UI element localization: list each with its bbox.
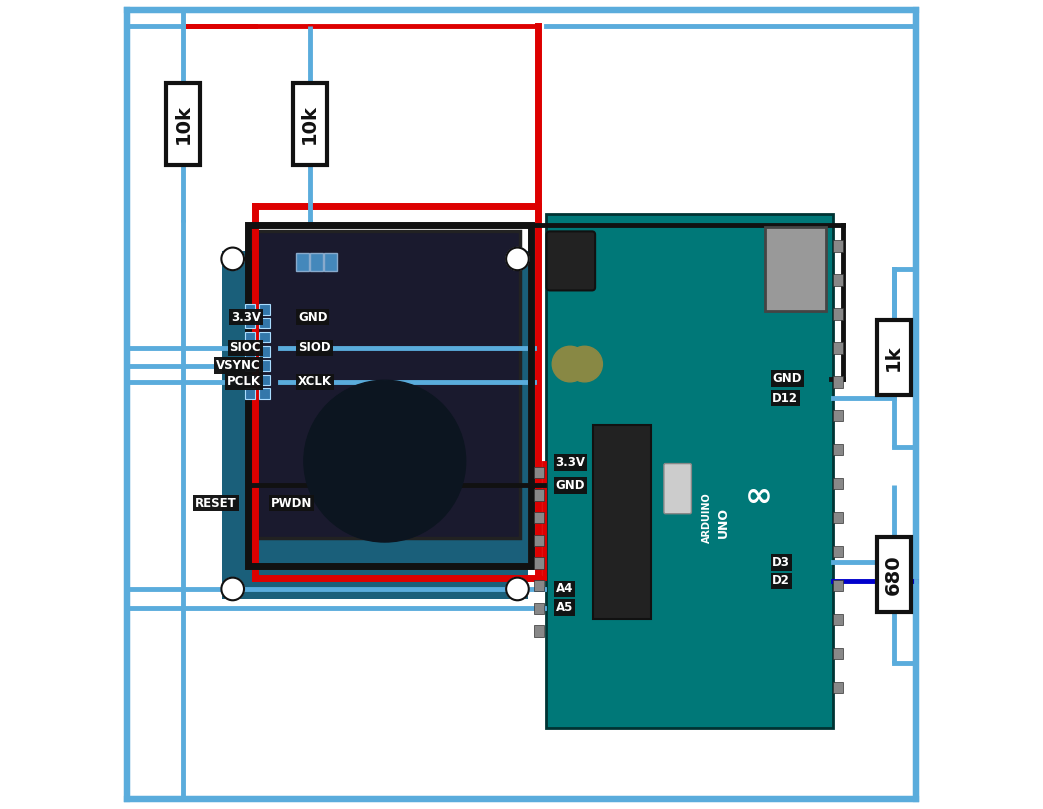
Bar (833, 614, 844, 625)
Circle shape (358, 434, 412, 488)
FancyBboxPatch shape (245, 304, 256, 315)
Text: PCLK: PCLK (227, 375, 261, 388)
Text: 10k: 10k (300, 104, 319, 144)
Bar (534, 535, 544, 546)
FancyBboxPatch shape (245, 346, 256, 357)
FancyBboxPatch shape (296, 253, 309, 271)
FancyBboxPatch shape (245, 332, 256, 342)
FancyBboxPatch shape (245, 388, 256, 399)
Text: D3: D3 (772, 556, 791, 569)
Circle shape (552, 346, 588, 382)
Bar (833, 444, 844, 455)
Bar (534, 489, 544, 501)
Circle shape (506, 248, 529, 270)
FancyBboxPatch shape (545, 214, 833, 728)
Bar (534, 625, 544, 637)
FancyBboxPatch shape (877, 537, 911, 612)
Bar (833, 546, 844, 557)
Circle shape (221, 578, 244, 600)
Bar (534, 467, 544, 478)
Bar (534, 603, 544, 614)
Text: RESET: RESET (195, 497, 237, 510)
Circle shape (221, 248, 244, 270)
FancyBboxPatch shape (252, 231, 519, 538)
Text: 1k: 1k (884, 345, 903, 371)
Text: A4: A4 (556, 582, 573, 595)
Text: 3.3V: 3.3V (231, 311, 261, 324)
FancyBboxPatch shape (765, 227, 826, 311)
FancyBboxPatch shape (260, 318, 270, 328)
Text: ∞: ∞ (745, 481, 772, 514)
FancyBboxPatch shape (292, 83, 326, 166)
Circle shape (373, 450, 396, 472)
Text: SIOD: SIOD (298, 341, 331, 354)
Bar (833, 580, 844, 591)
FancyBboxPatch shape (260, 332, 270, 342)
Bar (534, 557, 544, 569)
Bar (833, 410, 844, 421)
Text: SIOC: SIOC (229, 341, 261, 354)
Text: 3.3V: 3.3V (556, 456, 585, 469)
FancyBboxPatch shape (245, 318, 256, 328)
Bar (534, 580, 544, 591)
FancyBboxPatch shape (166, 83, 200, 166)
Circle shape (566, 346, 603, 382)
Circle shape (506, 578, 529, 600)
Text: GND: GND (298, 311, 328, 324)
FancyBboxPatch shape (222, 251, 528, 599)
FancyBboxPatch shape (260, 304, 270, 315)
Text: XCLK: XCLK (298, 375, 333, 388)
FancyBboxPatch shape (260, 388, 270, 399)
Text: D2: D2 (772, 574, 791, 587)
Text: VSYNC: VSYNC (216, 359, 261, 372)
Bar (833, 274, 844, 286)
Bar (833, 308, 844, 320)
FancyBboxPatch shape (877, 320, 911, 395)
FancyBboxPatch shape (324, 253, 337, 271)
Text: ARDUINO: ARDUINO (702, 492, 711, 543)
FancyBboxPatch shape (260, 346, 270, 357)
Bar (833, 376, 844, 388)
Text: GND: GND (556, 479, 585, 492)
Text: 10k: 10k (174, 104, 193, 144)
FancyBboxPatch shape (664, 464, 692, 514)
FancyBboxPatch shape (245, 360, 256, 371)
Bar (833, 682, 844, 693)
Text: A5: A5 (556, 601, 573, 614)
FancyBboxPatch shape (592, 425, 651, 619)
FancyBboxPatch shape (547, 231, 596, 290)
Text: D12: D12 (772, 392, 798, 404)
Bar (833, 648, 844, 659)
FancyBboxPatch shape (260, 375, 270, 385)
FancyBboxPatch shape (260, 360, 270, 371)
Text: UNO: UNO (718, 507, 730, 538)
Text: PWDN: PWDN (271, 497, 312, 510)
Text: 680: 680 (884, 554, 903, 595)
Bar (833, 342, 844, 354)
Bar (534, 512, 544, 523)
Text: GND: GND (772, 372, 802, 385)
Circle shape (340, 417, 430, 506)
Circle shape (322, 399, 447, 523)
Bar (833, 478, 844, 489)
FancyBboxPatch shape (311, 253, 323, 271)
FancyBboxPatch shape (245, 375, 256, 385)
Circle shape (304, 380, 465, 542)
Bar (833, 512, 844, 523)
Bar (833, 240, 844, 252)
